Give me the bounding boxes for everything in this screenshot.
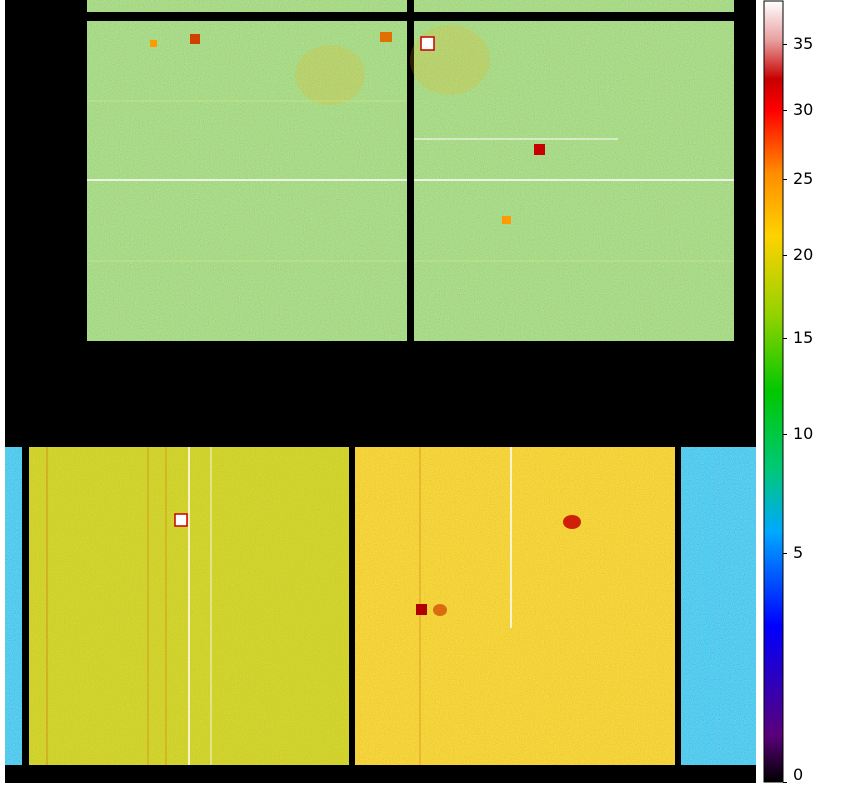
colorbar-tick-label: 0 — [793, 765, 804, 784]
colorbar-tick-mark — [783, 434, 787, 436]
chip-upper-right — [414, 21, 734, 341]
colorbar-tick-mark — [783, 179, 787, 181]
colorbar-tick-label: 30 — [793, 99, 814, 119]
colorbar-tick-label: 25 — [793, 169, 814, 189]
source-spot — [150, 40, 157, 47]
source-spot — [502, 216, 511, 224]
glow-upper-right — [410, 25, 490, 95]
colorbar-tick-label: 10 — [793, 424, 814, 444]
chip-lower-middle — [355, 447, 675, 765]
colorbar — [763, 0, 784, 783]
top-strip-right — [414, 0, 734, 12]
chip-upper-left — [87, 21, 407, 341]
colorbar-tick-label: 35 — [793, 34, 814, 54]
glow-upper-left — [295, 45, 365, 105]
source-spot — [420, 36, 435, 51]
source-spot — [433, 604, 447, 616]
source-spot — [190, 34, 200, 44]
colorbar-tick-mark — [783, 254, 787, 256]
top-strip-left — [87, 0, 407, 12]
source-spot — [380, 32, 392, 42]
source-spot — [416, 604, 427, 615]
source-spot — [534, 144, 545, 155]
source-spot — [563, 515, 581, 529]
colorbar-tick-label: 20 — [793, 244, 814, 264]
chip-lower-edge-left — [5, 447, 22, 765]
colorbar-tick-mark — [783, 109, 787, 111]
colorbar-tick-label: 15 — [793, 328, 814, 348]
colorbar-tick-mark — [783, 552, 787, 554]
colorbar-tick-label: 5 — [793, 542, 804, 562]
colorbar-tick-mark — [783, 44, 787, 46]
colorbar-tick-mark — [783, 338, 787, 340]
source-spot — [174, 513, 188, 527]
chip-lower-right — [681, 447, 756, 765]
